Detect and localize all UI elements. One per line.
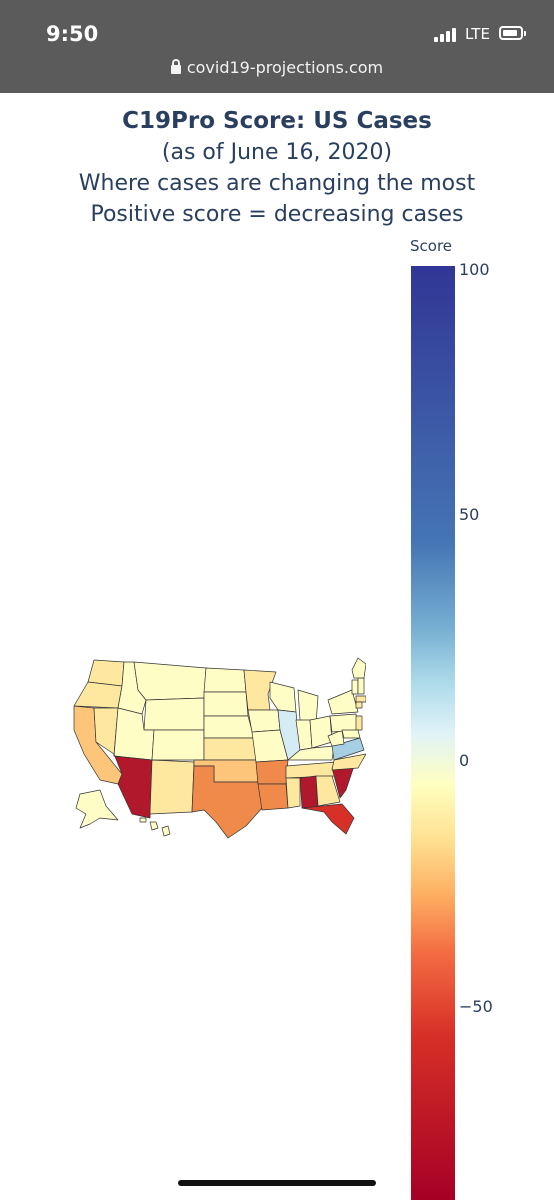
state-pa xyxy=(329,713,359,733)
colorbar-tick-50: 50 xyxy=(459,505,480,524)
state-ky xyxy=(287,745,335,761)
state-ga xyxy=(315,775,341,807)
state-ms xyxy=(285,777,301,809)
state-ak xyxy=(75,789,119,829)
status-time: 9:50 xyxy=(46,22,99,46)
state-va xyxy=(331,737,365,761)
us-choropleth-map[interactable] xyxy=(66,650,366,840)
state-wi xyxy=(269,681,297,713)
status-bar: 9:50 LTE covid19-projections.com xyxy=(0,0,554,93)
state-ar xyxy=(255,759,289,785)
colorbar-title: Score xyxy=(410,237,453,255)
lock-icon xyxy=(170,59,181,74)
state-az xyxy=(113,753,153,819)
state-la xyxy=(257,783,289,811)
state-ct xyxy=(355,701,363,709)
title-main: C19Pro Score: US Cases xyxy=(122,108,432,134)
state-wv xyxy=(327,729,345,747)
state-co xyxy=(151,729,205,761)
state-nm xyxy=(149,759,195,815)
state-vt xyxy=(351,679,359,695)
colorbar-tick-0: 0 xyxy=(459,751,470,770)
state-ne xyxy=(203,715,255,739)
state-fl xyxy=(301,803,355,835)
state-or xyxy=(73,681,123,709)
state-ma xyxy=(355,695,366,703)
state-nh xyxy=(357,677,365,695)
state-me xyxy=(351,657,366,679)
state-nd xyxy=(203,667,247,693)
home-indicator[interactable] xyxy=(178,1180,376,1186)
title-note: Positive score = decreasing cases xyxy=(90,202,464,227)
state-sd xyxy=(203,691,249,717)
state-oh xyxy=(309,715,333,749)
state-al xyxy=(299,775,319,811)
title-date: (as of June 16, 2020) xyxy=(161,140,393,165)
signal-icon xyxy=(434,28,460,42)
state-ia xyxy=(247,709,281,733)
state-ks xyxy=(203,737,257,761)
colorbar xyxy=(411,266,455,1200)
colorbar-tick-minus50: −50 xyxy=(459,997,493,1016)
state-ny xyxy=(327,689,359,715)
battery-icon xyxy=(499,26,526,40)
state-wa xyxy=(87,659,125,687)
state-tn xyxy=(285,761,337,779)
colorbar-tick-100: 100 xyxy=(459,260,490,279)
state-mt xyxy=(133,661,207,701)
state-nc xyxy=(331,753,366,771)
state-nj xyxy=(355,715,363,731)
state-tx xyxy=(191,765,263,839)
state-md xyxy=(341,729,361,739)
chart-title: C19Pro Score: US Cases (as of June 16, 2… xyxy=(0,106,554,230)
state-hi xyxy=(139,817,171,837)
title-description: Where cases are changing the most xyxy=(78,171,476,196)
address-bar[interactable]: covid19-projections.com xyxy=(0,58,554,77)
state-wy xyxy=(143,697,205,731)
network-label: LTE xyxy=(465,25,490,43)
url-text: covid19-projections.com xyxy=(186,58,384,77)
